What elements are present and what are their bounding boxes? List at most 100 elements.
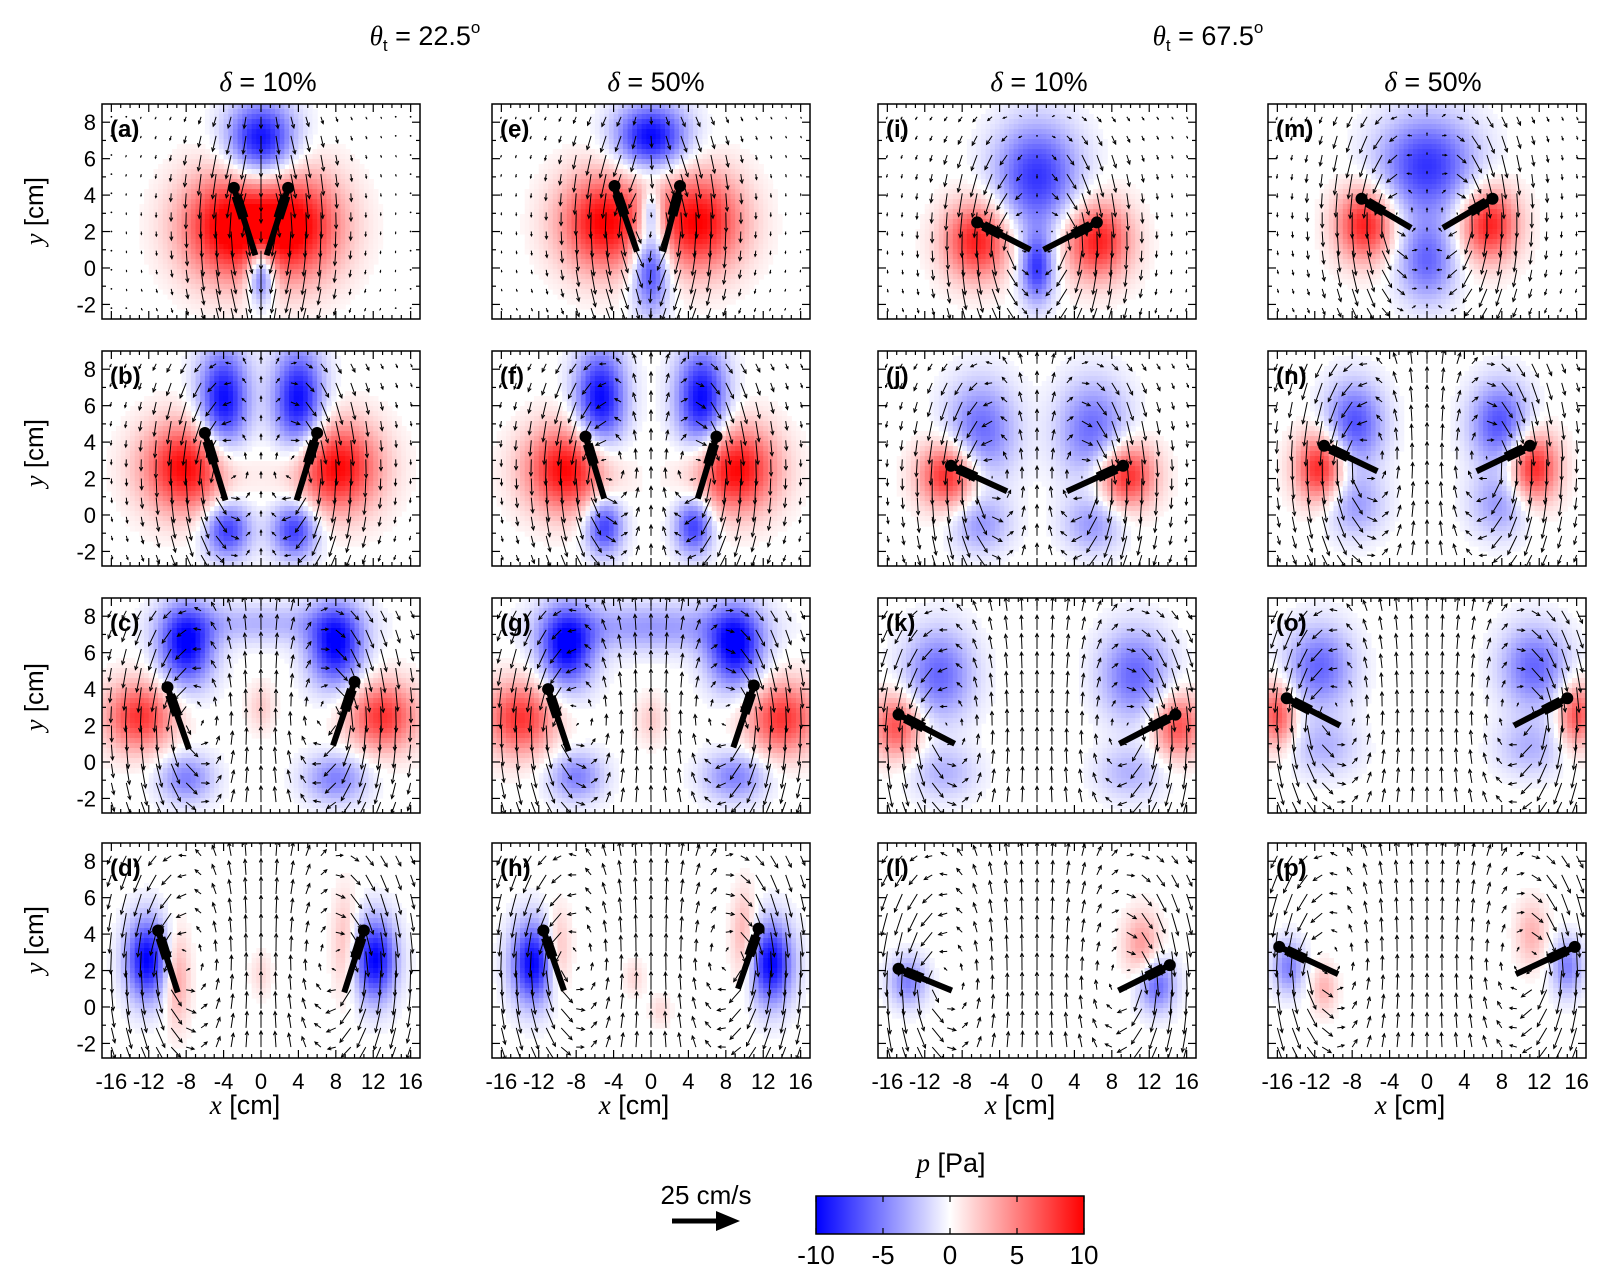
y-tick-label: 4 bbox=[84, 430, 96, 455]
appendage bbox=[730, 679, 760, 749]
velocity-vectors bbox=[496, 598, 806, 813]
ylabel-row-1: y [cm] bbox=[19, 177, 49, 248]
appendage bbox=[1514, 940, 1581, 977]
appendage bbox=[892, 708, 957, 747]
x-tick-label: -4 bbox=[604, 1069, 624, 1094]
appendage bbox=[152, 924, 181, 994]
velocity-vectors bbox=[106, 843, 416, 1058]
appendage bbox=[1355, 192, 1413, 231]
appendage bbox=[892, 962, 954, 994]
ylabel-row-2: y [cm] bbox=[19, 419, 49, 490]
y-tick-label: 2 bbox=[84, 467, 96, 492]
x-tick-label: -12 bbox=[133, 1069, 165, 1094]
appendage bbox=[161, 681, 192, 751]
y-tick-label: 8 bbox=[84, 357, 96, 382]
appendage bbox=[1318, 439, 1379, 474]
column-header-2: δ = 50% bbox=[607, 67, 704, 97]
appendage bbox=[537, 924, 567, 992]
velocity-vectors bbox=[885, 113, 1189, 319]
y-tick-label: 2 bbox=[84, 220, 96, 245]
colorbar-title: p [Pa] bbox=[914, 1148, 985, 1178]
panel-a: 8 6 4 2 0 -2 (a) bbox=[76, 103, 421, 320]
x-tick-label: -16 bbox=[1261, 1069, 1293, 1094]
velocity-vectors bbox=[107, 598, 415, 813]
panel-label: (l) bbox=[886, 855, 909, 882]
panel-label: (j) bbox=[886, 363, 909, 390]
appendage bbox=[1475, 439, 1536, 474]
x-tick-label: 0 bbox=[1031, 1069, 1043, 1094]
x-tick-label: 8 bbox=[1106, 1069, 1118, 1094]
panel-label: (m) bbox=[1276, 116, 1313, 143]
appendage bbox=[1042, 216, 1103, 253]
x-tick-label: -4 bbox=[214, 1069, 234, 1094]
panel-label: (n) bbox=[1276, 363, 1307, 390]
y-tick-label: 8 bbox=[84, 110, 96, 135]
y-tick-label: 2 bbox=[84, 959, 96, 984]
appendage bbox=[1280, 692, 1342, 729]
appendage bbox=[263, 181, 295, 257]
panel-n: (n) bbox=[1267, 350, 1587, 567]
velocity-scale-arrow bbox=[672, 1211, 740, 1231]
y-tick-label: 6 bbox=[84, 641, 96, 666]
velocity-vectors bbox=[110, 115, 412, 319]
y-tick-labels: 8 6 4 2 0 -2 bbox=[76, 110, 96, 317]
column-header-1: δ = 10% bbox=[219, 67, 316, 97]
x-tick-labels: -16 -12 -8 -4 0 4 8 12 16 bbox=[871, 1069, 1198, 1094]
xlabel-col-4: x [cm] bbox=[1374, 1090, 1445, 1120]
x-tick-label: 16 bbox=[788, 1069, 812, 1094]
y-tick-label: 2 bbox=[84, 714, 96, 739]
x-tick-label: 8 bbox=[720, 1069, 732, 1094]
axis-ticks bbox=[102, 598, 420, 813]
x-tick-label: -4 bbox=[990, 1069, 1010, 1094]
appendage bbox=[330, 675, 361, 747]
x-tick-label: 12 bbox=[1527, 1069, 1551, 1094]
panel-b: 8 6 4 2 0 -2 (b) bbox=[76, 350, 421, 567]
y-tick-label: -2 bbox=[76, 786, 96, 811]
axis-ticks bbox=[1268, 843, 1586, 1058]
x-tick-label: 16 bbox=[1174, 1069, 1198, 1094]
axis-ticks bbox=[102, 351, 420, 566]
appendage bbox=[608, 179, 640, 253]
appendage bbox=[1117, 708, 1182, 747]
colorbar-tick-label: 5 bbox=[1010, 1240, 1024, 1270]
x-tick-label: -12 bbox=[523, 1069, 555, 1094]
colorbar-tick-label: 0 bbox=[943, 1240, 957, 1270]
pressure-field bbox=[1268, 598, 1586, 789]
xlabel-col-1: x [cm] bbox=[209, 1090, 280, 1120]
panel-i: (i) bbox=[877, 103, 1197, 320]
y-tick-label: 0 bbox=[84, 503, 96, 528]
ylabel-row-3: y [cm] bbox=[19, 663, 49, 734]
y-tick-label: 4 bbox=[84, 922, 96, 947]
panel-j: (j) bbox=[877, 350, 1197, 567]
axis-ticks bbox=[878, 598, 1196, 813]
appendage bbox=[694, 430, 723, 500]
x-tick-label: 4 bbox=[1068, 1069, 1080, 1094]
appendage bbox=[542, 683, 572, 752]
panel-grid: 8 6 4 2 0 -2 (a) 8 6 4 2 0 -2 (b) 8 6 4 2 0 -2 (c) 8 6 4 2 0 -2 -16… bbox=[76, 103, 1589, 1094]
y-tick-label: -2 bbox=[76, 1031, 96, 1056]
xlabel-col-2: x [cm] bbox=[598, 1090, 669, 1120]
panel-f: (f) bbox=[491, 350, 811, 567]
y-tick-label: -2 bbox=[76, 539, 96, 564]
velocity-vectors bbox=[109, 355, 413, 566]
panel-label: (d) bbox=[110, 855, 141, 882]
appendage bbox=[1512, 692, 1574, 729]
x-tick-labels: -16 -12 -8 -4 0 4 8 12 16 bbox=[485, 1069, 812, 1094]
appendage bbox=[227, 181, 259, 257]
pressure-field bbox=[896, 351, 1178, 566]
axis-ticks bbox=[102, 104, 420, 319]
y-tick-label: 6 bbox=[84, 886, 96, 911]
appendage bbox=[1273, 940, 1340, 977]
x-tick-label: 0 bbox=[645, 1069, 657, 1094]
pressure-field bbox=[492, 351, 810, 566]
x-tick-label: 4 bbox=[292, 1069, 304, 1094]
x-tick-label: 0 bbox=[255, 1069, 267, 1094]
x-tick-label: -12 bbox=[1299, 1069, 1331, 1094]
velocity-scale-label: 25 cm/s bbox=[660, 1180, 751, 1210]
appendage bbox=[341, 924, 370, 994]
panel-e: (e) bbox=[491, 103, 811, 320]
appendage bbox=[660, 179, 686, 253]
colorbar-ticks: -10 -5 0 5 10 bbox=[797, 1196, 1098, 1270]
